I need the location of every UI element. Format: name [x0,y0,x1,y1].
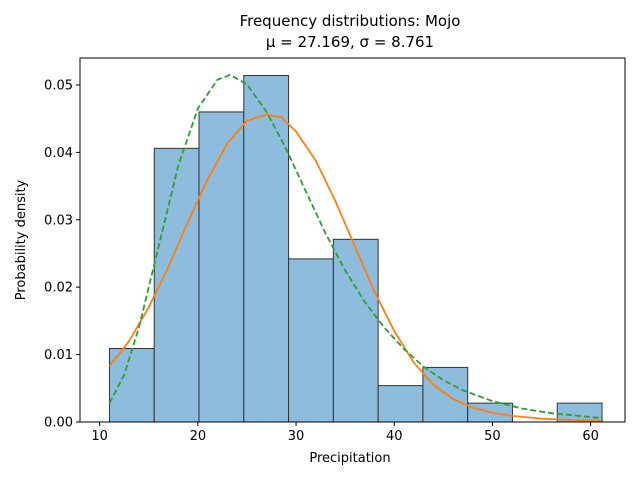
histogram-bar [377,385,424,423]
chart-title: Frequency distributions: Mojo [240,12,461,30]
x-tick-label: 60 [582,429,599,444]
histogram-bar [153,147,200,423]
x-tick-label: 10 [91,429,108,444]
histogram-bar [422,366,469,423]
density-curves [108,74,601,422]
x-tick-label: 40 [386,429,403,444]
plot-frame [79,57,626,423]
y-tick-label: 0.03 [44,213,73,228]
y-tick-label: 0.05 [44,78,73,93]
y-tick-label: 0.02 [44,281,73,296]
histogram-bar [332,238,379,423]
y-axis-label: Probability density [14,179,29,300]
x-axis-ticks: 10 20 30 40 50 60 [91,422,599,444]
x-tick-label: 50 [484,429,501,444]
y-tick-label: 0.04 [44,146,73,161]
x-axis-label: Precipitation [309,451,390,466]
y-axis-ticks: 0.00 0.01 0.02 0.03 0.04 0.05 [44,78,80,431]
histogram-bar [108,348,155,423]
solid-density-line [108,113,601,422]
x-tick-label: 30 [288,429,305,444]
chart-subtitle: μ = 27.169, σ = 8.761 [266,33,434,51]
histogram-bar [288,258,334,423]
y-tick-label: 0.01 [44,348,73,363]
x-tick-label: 20 [190,429,207,444]
histogram-bars [108,75,603,423]
histogram-bar [198,111,245,423]
y-tick-label: 0.00 [44,416,73,431]
histogram-bar [243,75,290,423]
